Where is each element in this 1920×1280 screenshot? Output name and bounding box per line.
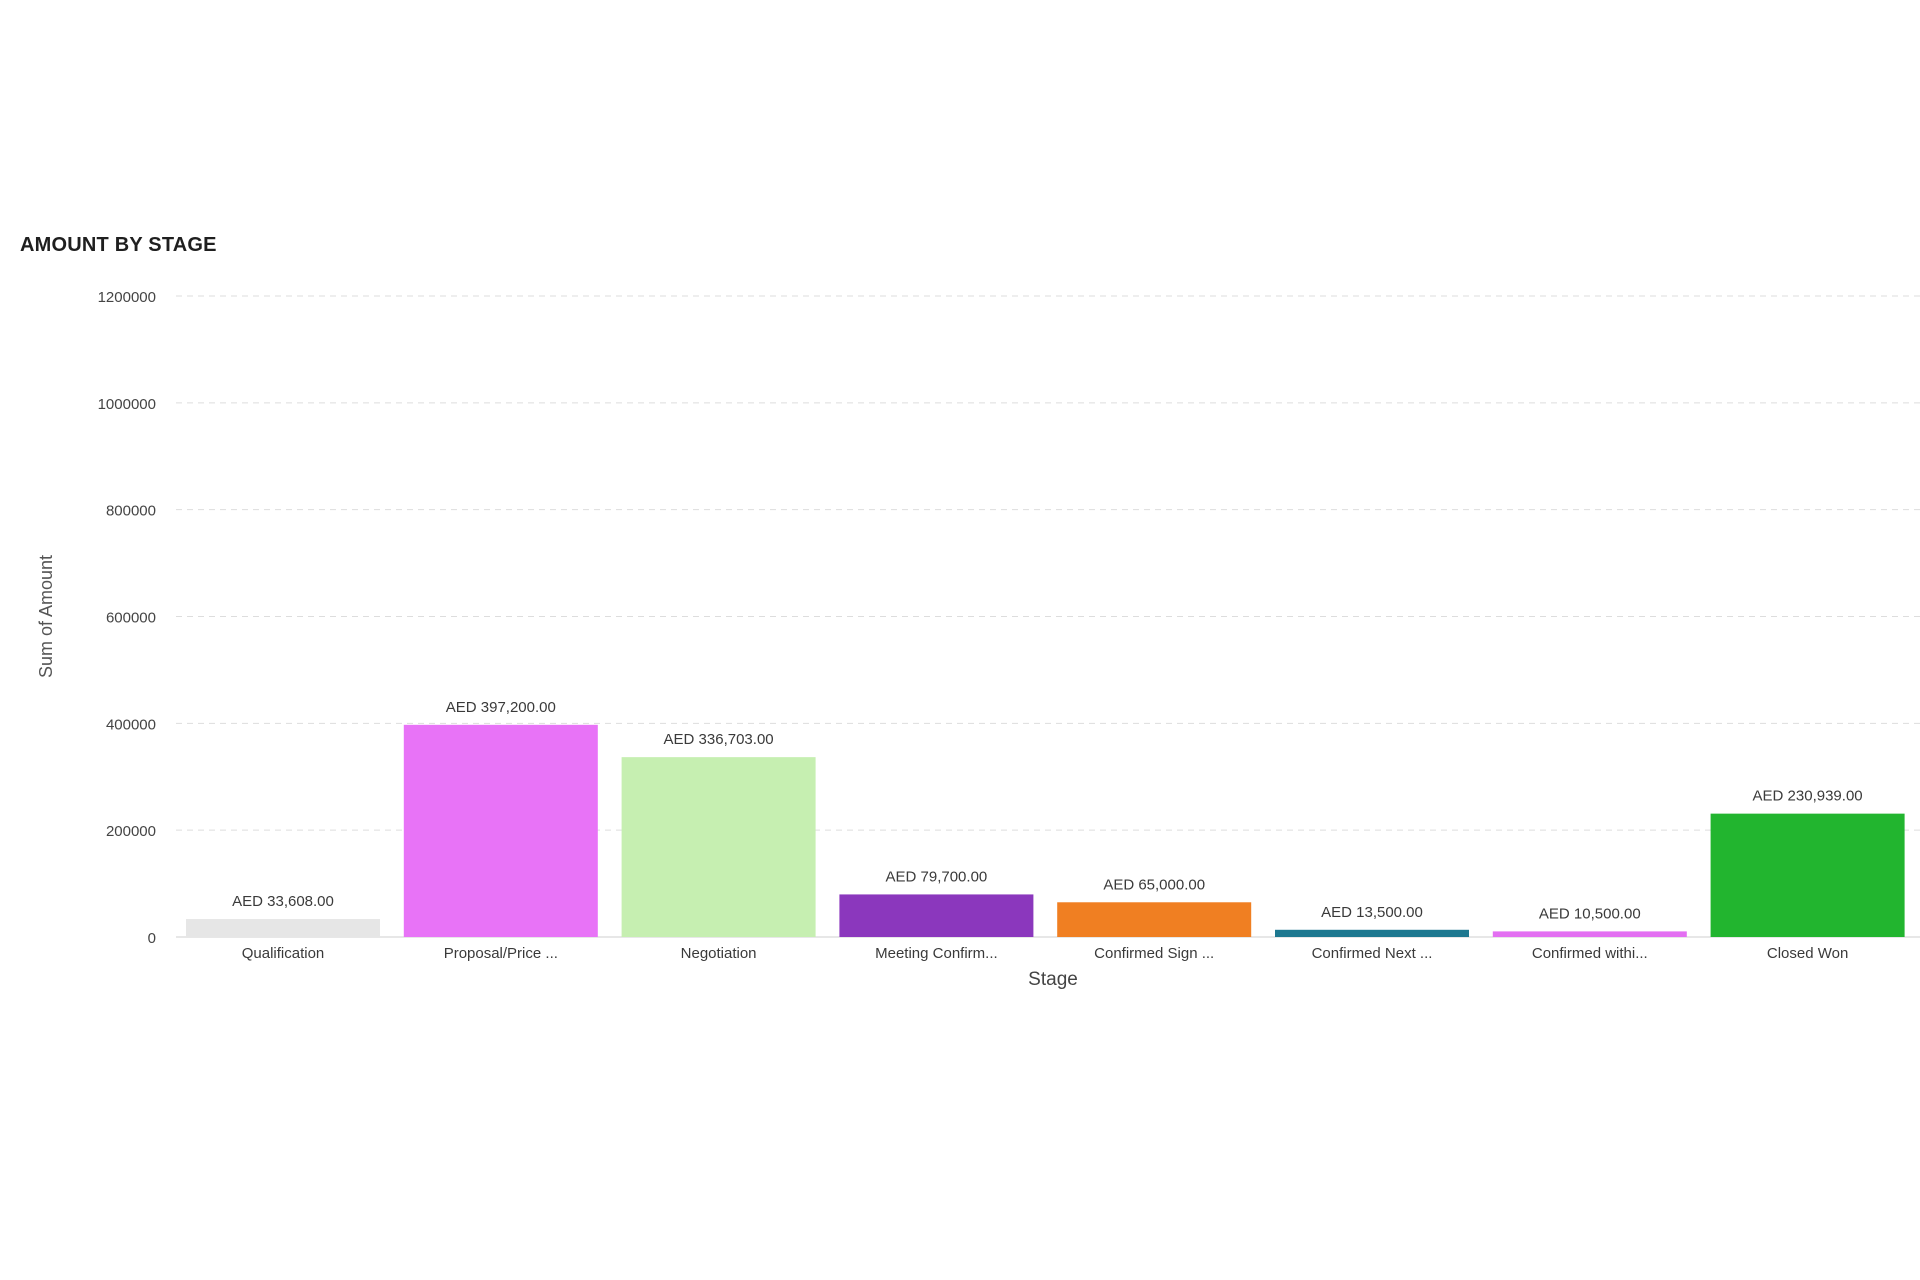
data-label: AED 336,703.00	[664, 731, 774, 748]
x-tick-label: Proposal/Price ...	[444, 945, 558, 962]
data-label: AED 13,500.00	[1321, 904, 1423, 921]
x-tick-label: Qualification	[242, 945, 325, 962]
grid-lines	[176, 295, 1920, 831]
x-tick-label: Confirmed Next ...	[1312, 945, 1433, 962]
data-label: AED 33,608.00	[232, 893, 334, 910]
y-tick-label: 200000	[106, 823, 156, 840]
bar[interactable]	[839, 894, 1034, 937]
data-label: AED 230,939.00	[1753, 788, 1863, 805]
x-tick-label: Confirmed Sign ...	[1094, 945, 1214, 962]
x-axis-title: Stage	[1028, 969, 1078, 990]
chart-title: AMOUNT BY STAGE	[20, 234, 217, 256]
y-tick-label: 1200000	[98, 289, 156, 306]
x-tick-label: Closed Won	[1767, 945, 1848, 962]
x-tick-label: Negotiation	[681, 945, 757, 962]
y-tick-label: 600000	[106, 610, 156, 627]
bar[interactable]	[1275, 929, 1469, 937]
bar[interactable]	[1492, 931, 1687, 937]
data-labels: AED 33,608.00 AED 397,200.00 AED 336,703.0…	[232, 699, 1863, 923]
x-tick-label: Confirmed withi...	[1532, 945, 1648, 962]
data-label: AED 397,200.00	[446, 699, 556, 716]
data-label: AED 65,000.00	[1103, 876, 1205, 893]
data-label: AED 79,700.00	[886, 868, 988, 885]
y-axis-ticks: 0 200000 400000 600000 800000 1000000 1200000	[98, 289, 156, 947]
y-tick-label: 800000	[106, 503, 156, 520]
y-tick-label: 400000	[106, 716, 156, 733]
y-axis-title: Sum of Amount	[36, 555, 56, 678]
bar[interactable]	[403, 724, 598, 937]
bar[interactable]	[1710, 813, 1905, 937]
x-axis-ticks: Qualification Proposal/Price ... Negotiati…	[242, 945, 1849, 962]
y-tick-label: 1000000	[98, 396, 156, 413]
bar[interactable]	[1057, 902, 1252, 937]
bar[interactable]	[621, 757, 816, 937]
bar[interactable]	[186, 919, 380, 937]
x-tick-label: Meeting Confirm...	[875, 945, 998, 962]
data-label: AED 10,500.00	[1539, 905, 1641, 922]
bars	[186, 724, 1905, 937]
y-tick-label: 0	[148, 930, 156, 947]
